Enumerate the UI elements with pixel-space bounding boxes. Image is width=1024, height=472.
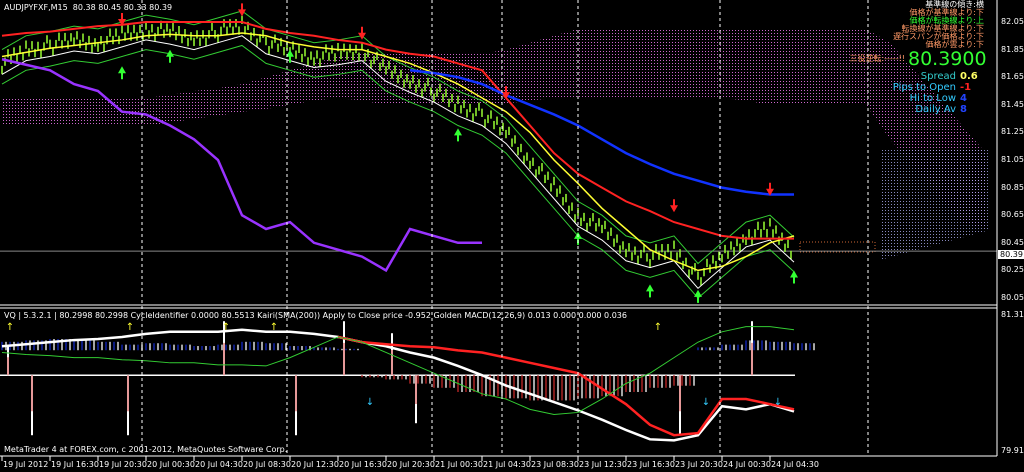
price-tick-label: 81.25 — [1001, 127, 1024, 137]
ichimoku-status-line: 転換線が基準線より:下 — [901, 24, 984, 33]
down-arrow-icon: ↓ — [774, 397, 782, 408]
buy-arrow-icon — [118, 66, 126, 80]
chart-frame — [0, 0, 998, 461]
time-tick-label: 23 Jul 08:30 — [531, 460, 579, 469]
ichimoku-status-line: 価格が雲より:下 — [925, 40, 984, 49]
price-tick-label: 80.85 — [1001, 182, 1024, 192]
ichimoku-status-line: 価格が基準線より:下 — [909, 8, 984, 17]
bollinger-upper-line — [1, 10, 795, 265]
buy-arrow-icon — [694, 289, 702, 303]
time-tick-label: 20 Jul 20:30 — [387, 460, 435, 469]
time-tick-label: 19 Jul 16:30 — [51, 460, 99, 469]
buy-arrow-icon — [286, 49, 294, 63]
kijun-line — [1, 21, 794, 240]
info-value: 4 — [960, 93, 967, 104]
white-envelope-line — [1, 35, 795, 290]
time-tick-label: 21 Jul 00:30 — [435, 460, 483, 469]
symbol-ohlc-header: AUDJPYFXF,M15 80.38 80.45 80.33 80.39 — [4, 3, 172, 13]
info-value: 8 — [960, 104, 967, 115]
ichimoku-status-line: 遅行スパンが価格より:下 — [893, 32, 984, 41]
indicator-subwindow: ↑ ↑ ↑ ↑ ↓ ↑ ↓ ↓ — [0, 321, 815, 442]
sub-white-line — [1, 328, 795, 442]
time-tick-label: 19 Jul 2012 — [3, 460, 49, 469]
tenkan-line — [1, 32, 795, 272]
time-tick-label: 23 Jul 12:30 — [579, 460, 627, 469]
price-tick-label: 80.05 — [1001, 293, 1024, 302]
time-tick-label: 20 Jul 12:30 — [291, 460, 339, 469]
info-label: Spread — [920, 71, 956, 82]
info-value: 0.6 — [960, 71, 978, 82]
sub-green-line — [1, 326, 795, 416]
sell-arrow-icon — [502, 86, 510, 100]
sell-arrow-icon — [238, 3, 246, 17]
info-label: Hi to Low — [909, 93, 956, 104]
price-tick-label: 81.45 — [1001, 99, 1024, 109]
copyright-text: MetaTrader 4 at FOREX.com, c 2001-2012, … — [4, 445, 288, 454]
buy-arrow-icon — [790, 270, 798, 284]
time-tick-label: 20 Jul 04:30 — [195, 460, 243, 469]
buy-arrow-icon — [166, 49, 174, 63]
up-arrow-icon: ↑ — [222, 322, 230, 333]
up-arrow-icon: ↑ — [126, 322, 134, 333]
price-tick-label: 81.05 — [1001, 155, 1024, 164]
up-arrow-icon: ↑ — [654, 322, 662, 333]
time-tick-label: 20 Jul 16:30 — [339, 460, 387, 469]
price-tick-label: 81.85 — [1001, 44, 1024, 54]
kumo-cloud-future — [880, 150, 990, 260]
info-label: Daily Av — [915, 104, 956, 115]
kumo-thin-section — [799, 241, 876, 253]
price-tick-label: 82.05 — [1001, 17, 1024, 26]
info-value: -1 — [960, 82, 972, 93]
buy-arrow-icon — [454, 128, 462, 142]
price-tick-label: 81.65 — [1001, 72, 1024, 82]
info-label: Pips to Open — [892, 82, 956, 93]
ohlc-values: 80.38 80.45 80.33 80.39 — [72, 3, 173, 12]
price-tick-label: 80.25 — [1001, 265, 1024, 275]
current-price-label: 80.39 — [998, 250, 1024, 260]
up-arrow-icon: ↑ — [6, 322, 14, 333]
price-tick-label: 80.65 — [1001, 210, 1024, 220]
time-tick-label: 24 Jul 00:30 — [723, 460, 771, 469]
subwindow-tick-label: 79.918 — [1001, 446, 1024, 455]
time-tick-label: 20 Jul 00:30 — [147, 460, 195, 469]
senkou-line — [409, 69, 794, 196]
sell-arrow-icon — [118, 13, 126, 26]
buy-arrow-icon — [574, 231, 582, 245]
time-tick-label: 24 Jul 04:30 — [771, 460, 819, 469]
symbol-label: AUDJPYFXF,M15 — [4, 3, 68, 12]
down-arrow-icon: ↓ — [702, 397, 710, 408]
down-arrow-icon: ↓ — [366, 397, 374, 408]
kumo-cloud — [2, 28, 986, 230]
ichimoku-status-line: 三役逆転:-----!! — [849, 54, 905, 63]
chikou-line — [1, 58, 482, 273]
price-tick-label: 80.45 — [1001, 237, 1024, 247]
big-price: 80.3900 — [908, 48, 987, 70]
ichimoku-status-line: 価格が転換線より:上 — [909, 16, 984, 25]
up-arrow-icon: ↑ — [270, 322, 278, 333]
sell-arrow-icon — [358, 26, 366, 40]
subwindow-tick-label: 81.3108 — [1001, 310, 1024, 319]
subwindow-indicator-header: VQ | 5.3.2.1 | 80.2998 80.2998 CycleIden… — [4, 311, 627, 320]
buy-arrow-icon — [646, 284, 654, 298]
ichimoku-status-line: 基準線の傾き:横 — [925, 0, 984, 9]
time-tick-label: 19 Jul 20:30 — [99, 460, 147, 469]
sub-red-line — [337, 335, 795, 437]
time-tick-label: 23 Jul 16:30 — [627, 460, 675, 469]
time-tick-label: 21 Jul 04:30 — [483, 460, 531, 469]
sell-arrow-icon — [766, 182, 774, 196]
time-tick-label: 23 Jul 20:30 — [675, 460, 723, 469]
bollinger-lower-line — [1, 44, 795, 299]
main-price-window — [0, 3, 997, 303]
time-tick-label: 20 Jul 08:30 — [243, 460, 291, 469]
sell-arrow-icon — [670, 199, 678, 213]
